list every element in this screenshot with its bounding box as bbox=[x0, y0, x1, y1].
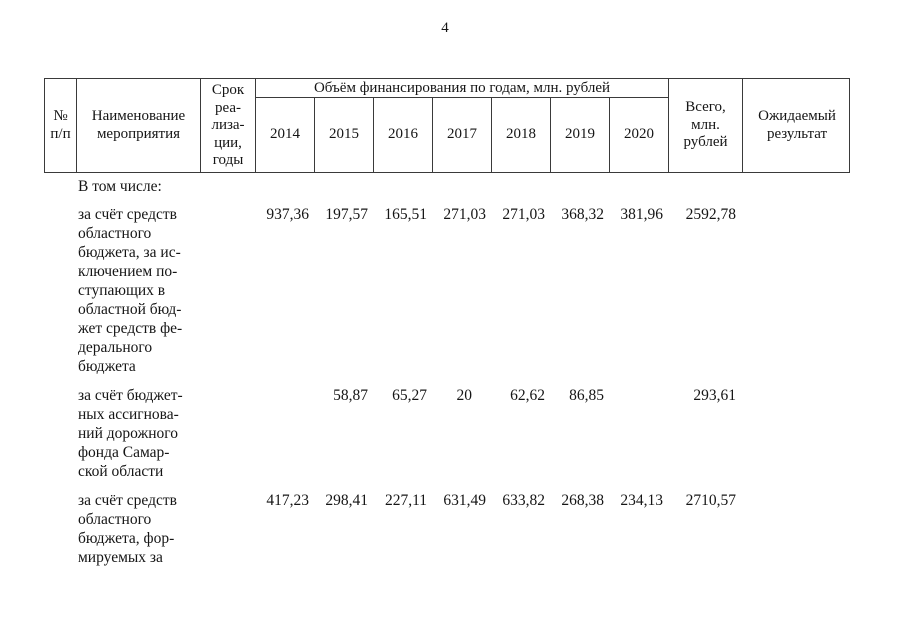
value-2019: 86,85 bbox=[569, 387, 604, 404]
value-total: 2592,78 bbox=[685, 206, 736, 223]
value-total: 2710,57 bbox=[685, 492, 736, 509]
column-header-total: Всего, млн. рублей bbox=[669, 79, 743, 172]
value-2016: 227,11 bbox=[384, 492, 427, 509]
value-2017: 271,03 bbox=[443, 206, 486, 223]
column-header-expected-result: Ожидаемый результат bbox=[758, 108, 836, 142]
year-column-2015: 2015 bbox=[315, 98, 374, 172]
column-header-number: № п/п bbox=[45, 79, 77, 172]
table-header: № п/п Наименование мероприятия Срок реа-… bbox=[44, 78, 850, 173]
year-column-2020: 2020 bbox=[610, 98, 669, 172]
row-name: за счёт бюджет- ных ассигнова- ний дорож… bbox=[78, 387, 183, 480]
column-header-term: Срок реа- лиза- ции, годы bbox=[201, 79, 256, 172]
value-2018: 62,62 bbox=[510, 387, 545, 404]
value-2016: 165,51 bbox=[384, 206, 427, 223]
column-header-financing-span: Объём финансирования по годам, млн. рубл… bbox=[256, 79, 669, 98]
column-header-activity-name: Наименование мероприятия bbox=[77, 79, 201, 172]
financing-table: № п/п Наименование мероприятия Срок реа-… bbox=[44, 78, 850, 567]
year-column-2017: 2017 bbox=[433, 98, 492, 172]
value-2018: 271,03 bbox=[502, 206, 545, 223]
value-2020: 381,96 bbox=[620, 206, 663, 223]
value-total: 293,61 bbox=[693, 387, 736, 404]
value-2019: 368,32 bbox=[561, 206, 604, 223]
value-2015: 58,87 bbox=[333, 387, 368, 404]
value-2015: 298,41 bbox=[325, 492, 368, 509]
value-2014: 937,36 bbox=[266, 206, 309, 223]
value-2017: 20 bbox=[456, 387, 473, 404]
value-2018: 633,82 bbox=[502, 492, 545, 509]
value-2016: 65,27 bbox=[392, 387, 427, 404]
value-2019: 268,38 bbox=[561, 492, 604, 509]
section-row: В том числе: bbox=[44, 177, 850, 196]
value-2015: 197,57 bbox=[325, 206, 368, 223]
table-row: за счёт средств областного бюджета, за и… bbox=[44, 205, 850, 376]
year-column-2018: 2018 bbox=[492, 98, 551, 172]
section-label: В том числе: bbox=[78, 178, 162, 195]
year-column-2019: 2019 bbox=[551, 98, 610, 172]
table-row: за счёт средств областного бюджета, фор-… bbox=[44, 491, 850, 567]
row-name: за счёт средств областного бюджета, фор-… bbox=[78, 492, 177, 566]
value-2014: 417,23 bbox=[266, 492, 309, 509]
year-column-2014: 2014 bbox=[256, 98, 315, 172]
row-name: за счёт средств областного бюджета, за и… bbox=[78, 206, 183, 375]
value-2017: 631,49 bbox=[443, 492, 486, 509]
value-2020: 234,13 bbox=[620, 492, 663, 509]
table-row: за счёт бюджет- ных ассигнова- ний дорож… bbox=[44, 386, 850, 481]
year-column-2016: 2016 bbox=[374, 98, 433, 172]
page-number: 4 bbox=[441, 20, 449, 36]
